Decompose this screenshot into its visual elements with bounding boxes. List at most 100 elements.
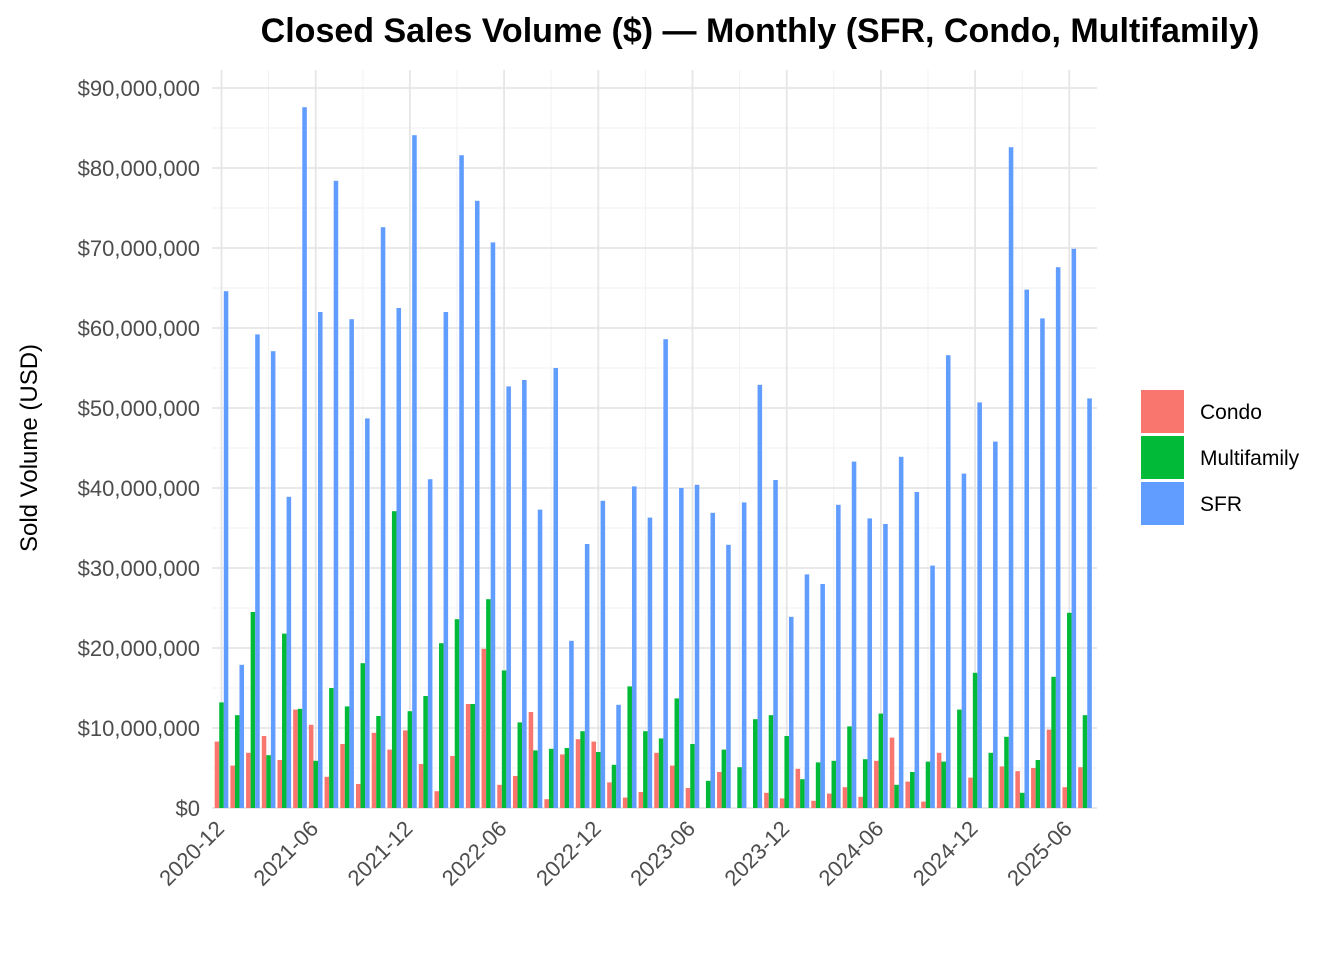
bar-condo — [1015, 771, 1020, 808]
bar-condo — [889, 737, 895, 808]
bar-condo — [654, 752, 659, 808]
bar-multifamily — [234, 715, 240, 808]
bar-condo — [528, 712, 534, 808]
bar-sfr — [773, 480, 778, 808]
x-tick-label: 2024-12 — [908, 816, 983, 891]
bar-multifamily — [910, 772, 915, 808]
bar-sfr — [506, 386, 511, 808]
bar-sfr — [522, 380, 527, 808]
bar-multifamily — [925, 761, 931, 808]
x-tick-label: 2021-12 — [343, 816, 418, 891]
bar-condo — [842, 787, 848, 808]
bar-condo — [607, 782, 612, 808]
bar-sfr — [993, 441, 998, 808]
bar-sfr — [459, 155, 464, 808]
bar-multifamily — [1004, 736, 1009, 808]
bar-sfr — [584, 544, 590, 808]
bar-multifamily — [486, 599, 491, 808]
bar-sfr — [443, 312, 449, 808]
bar-sfr — [961, 473, 967, 808]
bar-multifamily — [1082, 715, 1088, 808]
bar-sfr — [1008, 147, 1014, 808]
bar-multifamily — [894, 784, 899, 808]
bar-sfr — [380, 227, 386, 808]
bar-sfr — [553, 368, 559, 808]
bar-condo — [387, 749, 392, 808]
bar-condo — [936, 752, 942, 808]
series-multifamily-bars — [219, 511, 1088, 808]
bar-multifamily — [658, 738, 664, 808]
bar-sfr — [396, 308, 402, 808]
x-tick-label: 2021-06 — [248, 816, 323, 891]
bar-condo — [340, 744, 345, 808]
x-tick-label: 2023-12 — [719, 816, 794, 891]
legend: Condo Multifamily SFR — [1141, 390, 1300, 525]
bar-multifamily — [831, 760, 837, 808]
bar-sfr — [537, 509, 543, 808]
legend-label-sfr: SFR — [1200, 493, 1242, 516]
bar-multifamily — [972, 672, 978, 808]
bar-condo — [371, 732, 377, 808]
bar-condo — [575, 739, 581, 808]
bar-condo — [355, 784, 361, 808]
bar-multifamily — [815, 762, 821, 808]
bar-condo — [497, 784, 502, 808]
bar-sfr — [600, 500, 606, 808]
bar-sfr — [977, 402, 982, 808]
bar-multifamily — [313, 760, 318, 808]
bar-condo — [905, 781, 911, 808]
bar-multifamily — [564, 748, 570, 808]
bar-multifamily — [988, 752, 994, 808]
bar-multifamily — [250, 612, 256, 808]
series-sfr-bars — [223, 107, 1092, 809]
chart-title: Closed Sales Volume ($) — Monthly (SFR, … — [261, 12, 1260, 50]
bar-multifamily — [282, 633, 287, 808]
bar-multifamily — [407, 711, 413, 808]
bar-condo — [230, 765, 235, 808]
bar-condo — [826, 793, 832, 808]
bar-sfr — [490, 242, 496, 808]
bar-multifamily — [329, 688, 334, 808]
bar-multifamily — [219, 702, 224, 808]
bar-condo — [779, 798, 785, 808]
bar-condo — [512, 776, 518, 808]
y-tick-label: $60,000,000 — [78, 316, 200, 341]
bar-sfr — [1087, 398, 1092, 808]
bar-multifamily — [1019, 792, 1025, 808]
y-tick-label: $0 — [176, 796, 200, 821]
bar-sfr — [1040, 318, 1045, 808]
legend-label-multifamily: Multifamily — [1200, 447, 1300, 470]
bar-multifamily — [627, 686, 632, 808]
bar-multifamily — [957, 709, 962, 808]
bar-multifamily — [1067, 612, 1072, 808]
legend-key-condo — [1141, 390, 1184, 433]
bar-sfr — [1071, 248, 1077, 809]
x-tick-label: 2023-06 — [625, 816, 700, 891]
bar-sfr — [930, 565, 935, 808]
bar-sfr — [820, 584, 825, 808]
bar-sfr — [836, 504, 841, 808]
bar-condo — [418, 764, 424, 808]
bar-condo — [622, 797, 628, 808]
bar-sfr — [647, 517, 653, 808]
bar-sfr — [474, 200, 480, 809]
bar-condo — [214, 741, 220, 808]
x-tick-label: 2025-06 — [1002, 816, 1077, 891]
bar-multifamily — [439, 643, 444, 808]
bar-condo — [465, 704, 471, 808]
y-tick-label: $10,000,000 — [78, 716, 200, 741]
bar-condo — [450, 756, 455, 808]
bar-multifamily — [1051, 676, 1056, 808]
bar-multifamily — [596, 752, 601, 808]
bar-sfr — [945, 355, 951, 808]
bar-multifamily — [376, 716, 381, 808]
bar-condo — [764, 792, 769, 808]
bar-sfr — [333, 180, 339, 809]
bar-multifamily — [878, 713, 884, 808]
bar-sfr — [365, 418, 370, 808]
bar-multifamily — [862, 759, 868, 808]
bar-sfr — [270, 351, 276, 808]
bar-sfr — [255, 334, 260, 808]
bar-multifamily — [548, 748, 554, 808]
